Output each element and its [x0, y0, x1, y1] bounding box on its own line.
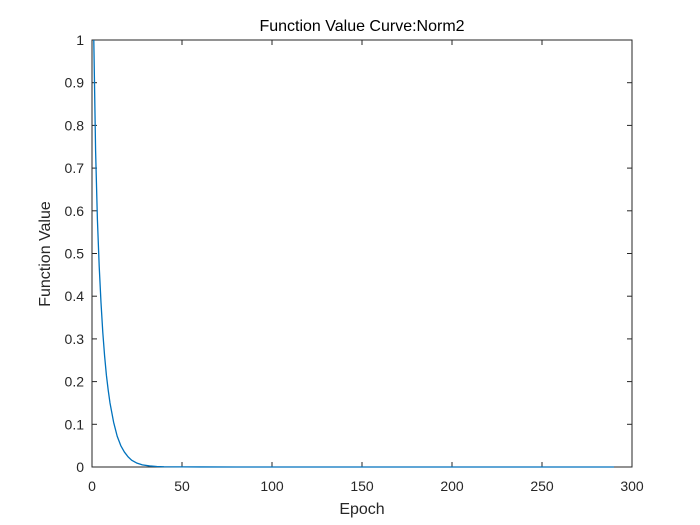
- y-tick-label: 0.1: [65, 416, 85, 432]
- y-tick-label: 0.8: [65, 117, 85, 133]
- x-tick-label: 50: [174, 478, 190, 494]
- x-tick-label: 100: [260, 478, 284, 494]
- y-axis-label: Function Value: [37, 201, 54, 307]
- y-tick-label: 1: [76, 32, 84, 48]
- x-tick-label: 300: [620, 478, 644, 494]
- y-tick-label: 0: [76, 459, 84, 475]
- chart-title: Function Value Curve:Norm2: [259, 18, 464, 35]
- y-tick-label: 0.7: [65, 160, 85, 176]
- y-tick-label: 0.5: [65, 246, 85, 262]
- y-tick-label: 0.3: [65, 331, 85, 347]
- x-tick-label: 200: [440, 478, 464, 494]
- series-line: [93, 39, 614, 468]
- plot-box: [91, 39, 633, 468]
- y-tick-label: 0.9: [65, 75, 85, 91]
- x-tick-label: 0: [88, 478, 96, 494]
- x-tick-label: 150: [350, 478, 374, 494]
- plot-area: 0 50 100 150 200 250 300 0 0.1 0.2 0.3 0.4 0.5 0.6 0.7…: [65, 32, 644, 494]
- y-tick-label: 0.4: [65, 288, 85, 304]
- y-tick-label: 0.6: [65, 203, 85, 219]
- x-axis-label: Epoch: [339, 501, 384, 518]
- x-tick-label: 250: [530, 478, 554, 494]
- y-tick-label: 0.2: [65, 374, 85, 390]
